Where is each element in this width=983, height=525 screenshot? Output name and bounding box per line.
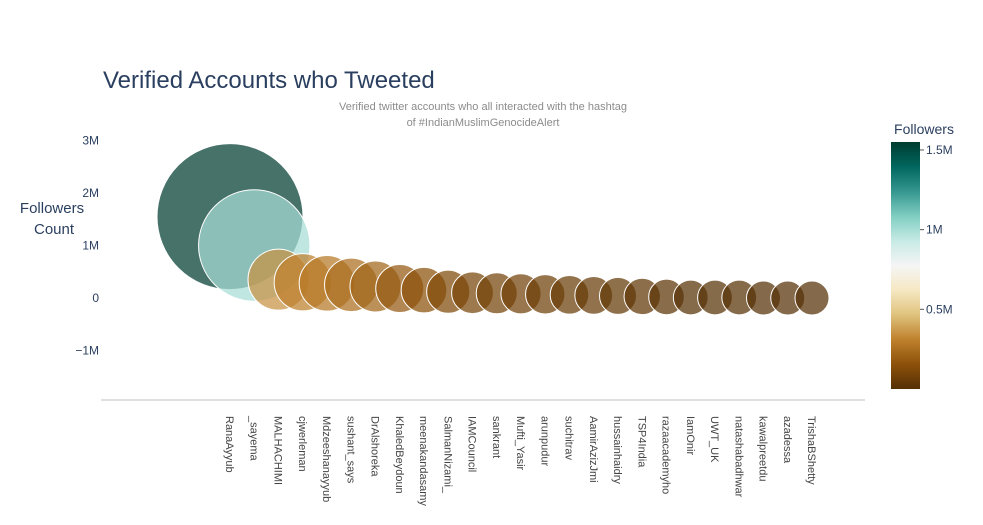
y-tick-label: 1M (82, 239, 99, 253)
y-tick-label: 2M (82, 186, 99, 200)
x-tick-label: SalmanNizami_ (441, 416, 453, 494)
x-tick-label: azadessa (781, 416, 793, 464)
x-tick-label: natashabadhwar (732, 416, 744, 498)
x-tick-label: RanaAyyub (223, 416, 235, 473)
chart-subtitle-line-1: Verified twitter accounts who all intera… (339, 101, 627, 113)
x-tick-label: TSP4India (635, 416, 647, 468)
x-tick-label: _sayema (247, 415, 259, 462)
x-tick-label: suchitrav (563, 416, 575, 461)
y-axis-label-line-1: Followers (20, 200, 84, 217)
y-axis-ticks: 3M 2M 1M 0 −1M (75, 134, 99, 358)
colorbar[interactable] (891, 142, 920, 389)
x-tick-label: IAMCouncil (466, 416, 478, 472)
x-tick-label: MALHACHIMI (272, 416, 284, 485)
x-tick-label: cjwerleman (296, 416, 308, 472)
x-tick-label: hussainhaidry (611, 416, 623, 484)
x-tick-label: arunpudur (538, 416, 550, 466)
x-tick-label: UWT_UK (708, 416, 720, 463)
x-axis-ticks: RanaAyyub _sayema MALHACHIMI cjwerleman Mdze… (223, 415, 817, 506)
y-tick-label: 0 (92, 291, 99, 305)
chart-subtitle-line-2: of #IndianMuslimGenocideAlert (407, 117, 560, 129)
chart-title: Verified Accounts who Tweeted (103, 67, 435, 94)
x-tick-label: sankrant (490, 416, 502, 458)
bubble-TrishaBShetty[interactable] (794, 280, 830, 316)
x-tick-label: sushant_says (344, 416, 356, 484)
colorbar-title: Followers (894, 121, 954, 137)
x-tick-label: TrishaBShetty (805, 416, 817, 485)
x-tick-label: Mdzeeshanayyub (320, 416, 332, 502)
x-tick-label: AamirAzizJmi (587, 416, 599, 483)
x-tick-label: kawalpreetdu (757, 416, 769, 481)
x-tick-label: DrAlshoreka (369, 416, 381, 477)
y-tick-label: −1M (75, 344, 99, 358)
y-tick-label: 3M (82, 134, 99, 148)
x-tick-label: Mufti_Yasir (514, 416, 526, 471)
x-tick-label: IamOnir (684, 416, 696, 455)
x-tick-label: meenakandasamy (417, 416, 429, 506)
x-tick-label: razaacademyho (660, 416, 672, 494)
x-tick-label: KhaledBeydoun (393, 416, 405, 494)
bubble-series (156, 143, 830, 316)
colorbar-tick-label: 1.5M (926, 143, 953, 157)
colorbar-tick-label: 1M (926, 223, 943, 237)
colorbar-ticks: 1.5M 1M 0.5M (920, 143, 953, 316)
y-axis-label-line-2: Count (34, 221, 75, 238)
colorbar-tick-label: 0.5M (926, 302, 953, 316)
